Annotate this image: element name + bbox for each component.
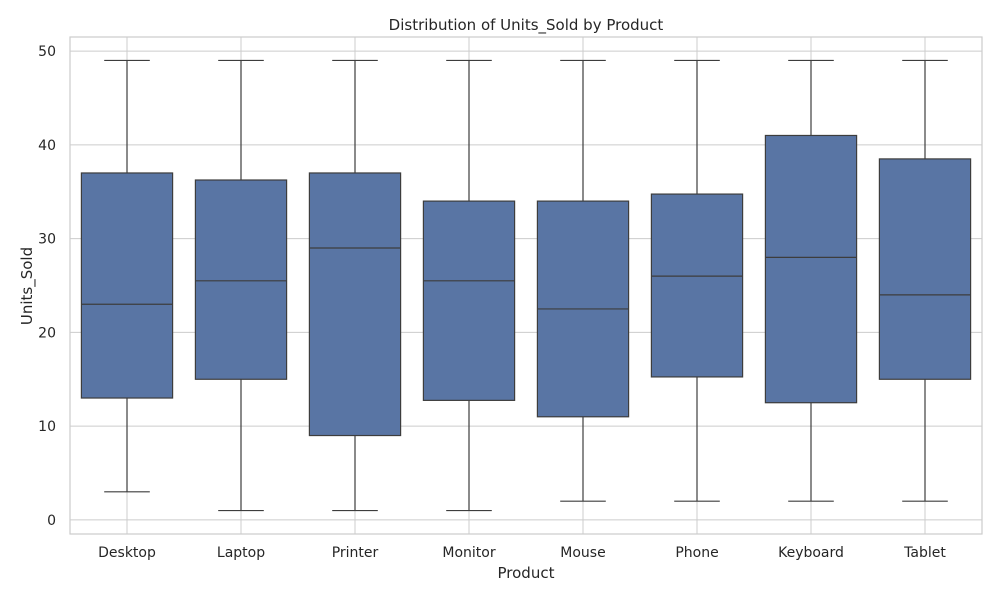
x-axis-label: Product — [498, 564, 555, 582]
box-mouse — [536, 59, 630, 502]
y-tick-label: 40 — [38, 138, 56, 154]
x-tick-label: Mouse — [560, 545, 605, 561]
y-tick-label: 20 — [38, 325, 56, 341]
y-axis-label: Units_Sold — [18, 247, 37, 325]
box-phone — [650, 59, 744, 502]
iqr-box — [422, 200, 516, 401]
y-tick-label: 30 — [38, 232, 56, 248]
x-tick-label: Desktop — [98, 545, 156, 561]
box-desktop — [80, 59, 174, 493]
iqr-box — [308, 172, 402, 437]
iqr-box — [650, 193, 744, 378]
x-tick-label: Tablet — [903, 545, 946, 561]
box-tablet — [878, 59, 972, 502]
x-tick-label: Printer — [332, 545, 379, 561]
y-tick-labels: 0 10 20 30 40 50 — [38, 44, 56, 529]
y-tick-label: 50 — [38, 44, 56, 60]
iqr-box — [194, 179, 288, 380]
box-keyboard — [764, 59, 858, 502]
iqr-box — [80, 172, 174, 399]
box-monitor — [422, 59, 516, 512]
plot-frame — [69, 36, 983, 535]
x-tick-label: Monitor — [442, 545, 495, 561]
iqr-box — [878, 158, 972, 380]
y-tick-label: 0 — [47, 513, 56, 529]
boxes — [80, 59, 972, 512]
box-printer — [308, 59, 402, 512]
chart-title: Distribution of Units_Sold by Product — [389, 16, 664, 35]
iqr-box — [764, 134, 858, 404]
x-tick-label: Phone — [675, 545, 718, 561]
x-tick-label: Laptop — [217, 545, 265, 561]
x-tick-labels: Desktop Laptop Printer Monitor Mouse Phone Key… — [98, 545, 946, 561]
box-laptop — [194, 59, 288, 512]
x-tick-label: Keyboard — [778, 545, 844, 561]
y-tick-label: 10 — [38, 419, 56, 435]
